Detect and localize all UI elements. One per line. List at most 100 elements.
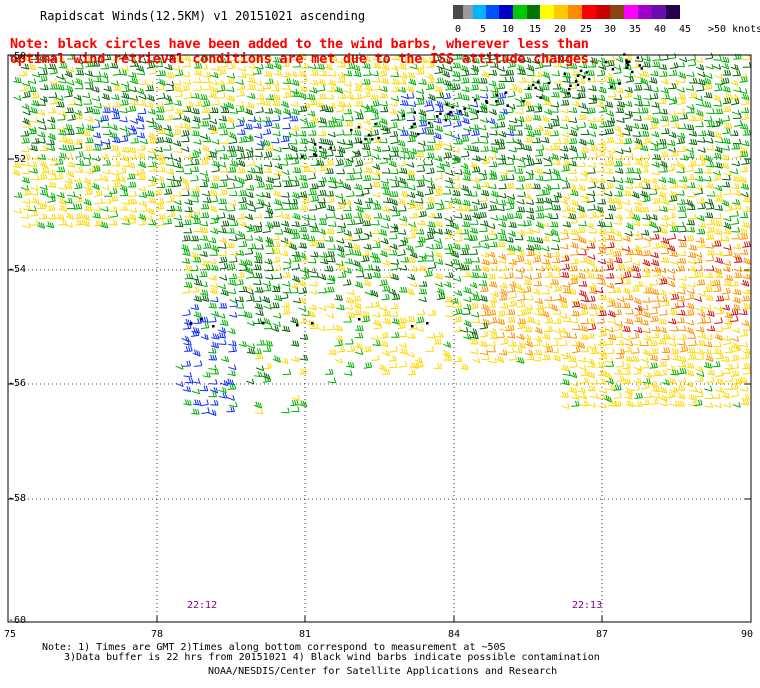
wind-barb [706, 120, 715, 128]
wind-barb [379, 117, 388, 126]
wind-barb [588, 287, 598, 294]
wind-barb [193, 85, 203, 92]
wind-barb [264, 70, 273, 77]
wind-barb [470, 332, 479, 340]
wind-barb [715, 386, 725, 393]
wind-barb [382, 154, 392, 160]
wind-barb [541, 310, 550, 318]
wind-barb [739, 341, 749, 348]
wind-barb [648, 220, 657, 229]
wind-barb [460, 150, 470, 158]
wind-barb [450, 101, 459, 108]
wind-barb [415, 68, 425, 75]
wind-barb [640, 70, 650, 78]
wind-barb [307, 257, 317, 264]
wind-barb [415, 88, 425, 95]
wind-barb [730, 309, 739, 316]
wind-barb [640, 382, 650, 390]
wind-barb [136, 132, 146, 139]
wind-barb [56, 84, 65, 91]
wind-barb [714, 256, 724, 264]
wind-barb [337, 93, 347, 100]
wind-barb [508, 354, 518, 361]
wind-barb [550, 221, 559, 228]
wind-barb [388, 249, 398, 256]
wind-barb [301, 233, 310, 240]
wind-barb [352, 243, 361, 251]
wind-barb [183, 399, 192, 406]
wind-barb [516, 356, 525, 364]
wind-barb [704, 198, 714, 205]
latitude-label: -56 [8, 378, 27, 389]
wind-barb [46, 55, 55, 61]
wind-barb [406, 199, 416, 206]
wind-barb [677, 205, 687, 212]
wind-barb [136, 168, 146, 175]
wind-barb [325, 236, 334, 242]
wind-barb [560, 153, 569, 160]
wind-barb [20, 146, 30, 153]
wind-barb [39, 184, 48, 191]
wind-barb [425, 83, 435, 90]
wind-barb [598, 159, 608, 166]
wind-barb [229, 220, 239, 226]
wind-barb [391, 317, 401, 325]
wind-barb [624, 393, 633, 400]
wind-barb [604, 72, 614, 80]
wind-barb [391, 54, 400, 61]
wind-barb [479, 60, 488, 68]
wind-barb [526, 105, 535, 112]
wind-barb [307, 167, 317, 173]
wind-barb [235, 145, 244, 153]
wind-barb [398, 239, 407, 247]
wind-barb [237, 310, 247, 317]
wind-barb [732, 175, 741, 183]
wind-barb [363, 150, 372, 158]
wind-barb [667, 364, 676, 371]
wind-barb [577, 184, 586, 192]
wind-barb [200, 158, 209, 166]
wind-barb [370, 113, 380, 121]
wind-barb [310, 251, 319, 258]
wind-barb [694, 95, 703, 102]
wind-barb [733, 378, 743, 384]
wind-barb [452, 326, 462, 333]
wind-barb [354, 109, 363, 115]
wind-barb [660, 78, 669, 85]
scale-swatch [499, 5, 513, 19]
wind-barb [94, 197, 103, 205]
wind-barb [550, 278, 559, 285]
wind-barb [425, 251, 434, 257]
scale-swatch [652, 5, 666, 19]
wind-barb [325, 368, 334, 375]
wind-barb [355, 342, 364, 350]
wind-barb [499, 169, 509, 175]
wind-barb [201, 144, 210, 153]
wind-barb [148, 219, 157, 226]
wind-barb [418, 281, 428, 287]
wind-barb [453, 120, 462, 127]
wind-barb [325, 265, 334, 272]
wind-barb [688, 339, 697, 346]
wind-barb [714, 145, 723, 154]
wind-barb [226, 86, 235, 93]
wind-barb [210, 86, 219, 94]
wind-barb [480, 330, 489, 338]
wind-barb [633, 205, 642, 213]
wind-barb [66, 203, 76, 210]
wind-barb [523, 193, 532, 200]
wind-barb [380, 331, 389, 339]
wind-barb [318, 121, 328, 128]
wind-barb [489, 198, 499, 204]
wind-barb [210, 368, 219, 375]
wind-barb [237, 167, 246, 174]
wind-barb [247, 243, 257, 250]
scale-swatch [680, 5, 715, 19]
wind-barb [731, 354, 740, 361]
wind-barb [91, 155, 101, 162]
wind-barb [505, 76, 515, 83]
wind-barb [39, 95, 48, 103]
wind-barb [174, 122, 183, 129]
wind-barb [85, 115, 94, 123]
wind-barb [145, 85, 155, 92]
